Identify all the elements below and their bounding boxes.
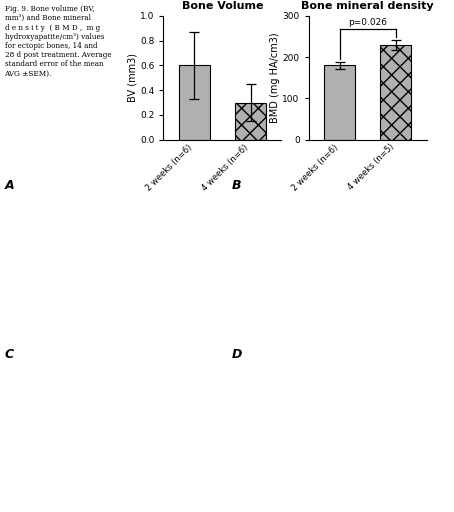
Bar: [235, 102, 266, 140]
Text: p=0.026: p=0.026: [348, 18, 387, 28]
Bar: [380, 45, 411, 140]
Text: D: D: [232, 348, 242, 361]
Bar: [324, 66, 355, 140]
Title: Bone mineral density: Bone mineral density: [301, 1, 434, 11]
Y-axis label: BMD (mg HA/cm3): BMD (mg HA/cm3): [270, 32, 280, 123]
Text: B: B: [232, 179, 241, 192]
Text: Fig. 9. Bone volume (BV,
mm³) and Bone mineral
d e n s i t y  ( B M D ,  m g
hyd: Fig. 9. Bone volume (BV, mm³) and Bone m…: [5, 5, 111, 77]
Bar: [179, 66, 210, 140]
Title: Bone Volume: Bone Volume: [182, 1, 263, 11]
Y-axis label: BV (mm3): BV (mm3): [127, 53, 137, 102]
Text: C: C: [5, 348, 14, 361]
Text: A: A: [5, 179, 14, 192]
